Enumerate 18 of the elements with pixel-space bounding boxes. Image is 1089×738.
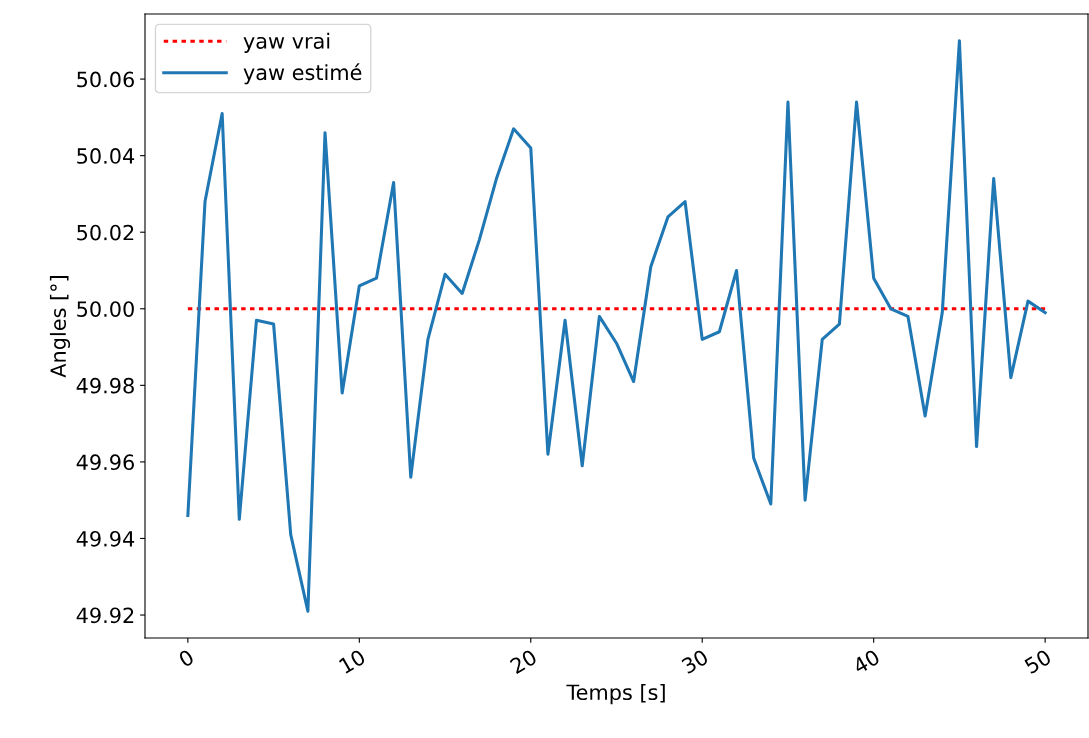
y-tick-label: 50.04 <box>77 148 135 164</box>
x-tick-label: 50 <box>1023 648 1052 675</box>
y-tick-label: 50.06 <box>77 71 134 88</box>
y-tick-label: 49.96 <box>76 454 134 471</box>
x-tick-label: 30 <box>680 648 710 675</box>
y-tick-label: 50.00 <box>77 301 134 317</box>
legend-label: yaw estimé <box>243 63 362 85</box>
x-tick-label: 0 <box>177 648 195 668</box>
y-tick-label: 50.02 <box>77 224 134 241</box>
y-tick-label: 49.92 <box>76 607 134 624</box>
x-tick-label: 40 <box>851 648 881 675</box>
y-tick-label: 49.94 <box>76 530 135 547</box>
x-tick-label: 10 <box>338 648 367 674</box>
legend-label: yaw vrai <box>243 32 330 53</box>
y-axis-title: Angles [°] <box>49 276 71 378</box>
x-axis-title: Temps [s] <box>566 683 665 705</box>
y-tick-label: 49.98 <box>76 377 134 394</box>
x-tick-label: 20 <box>509 648 538 675</box>
